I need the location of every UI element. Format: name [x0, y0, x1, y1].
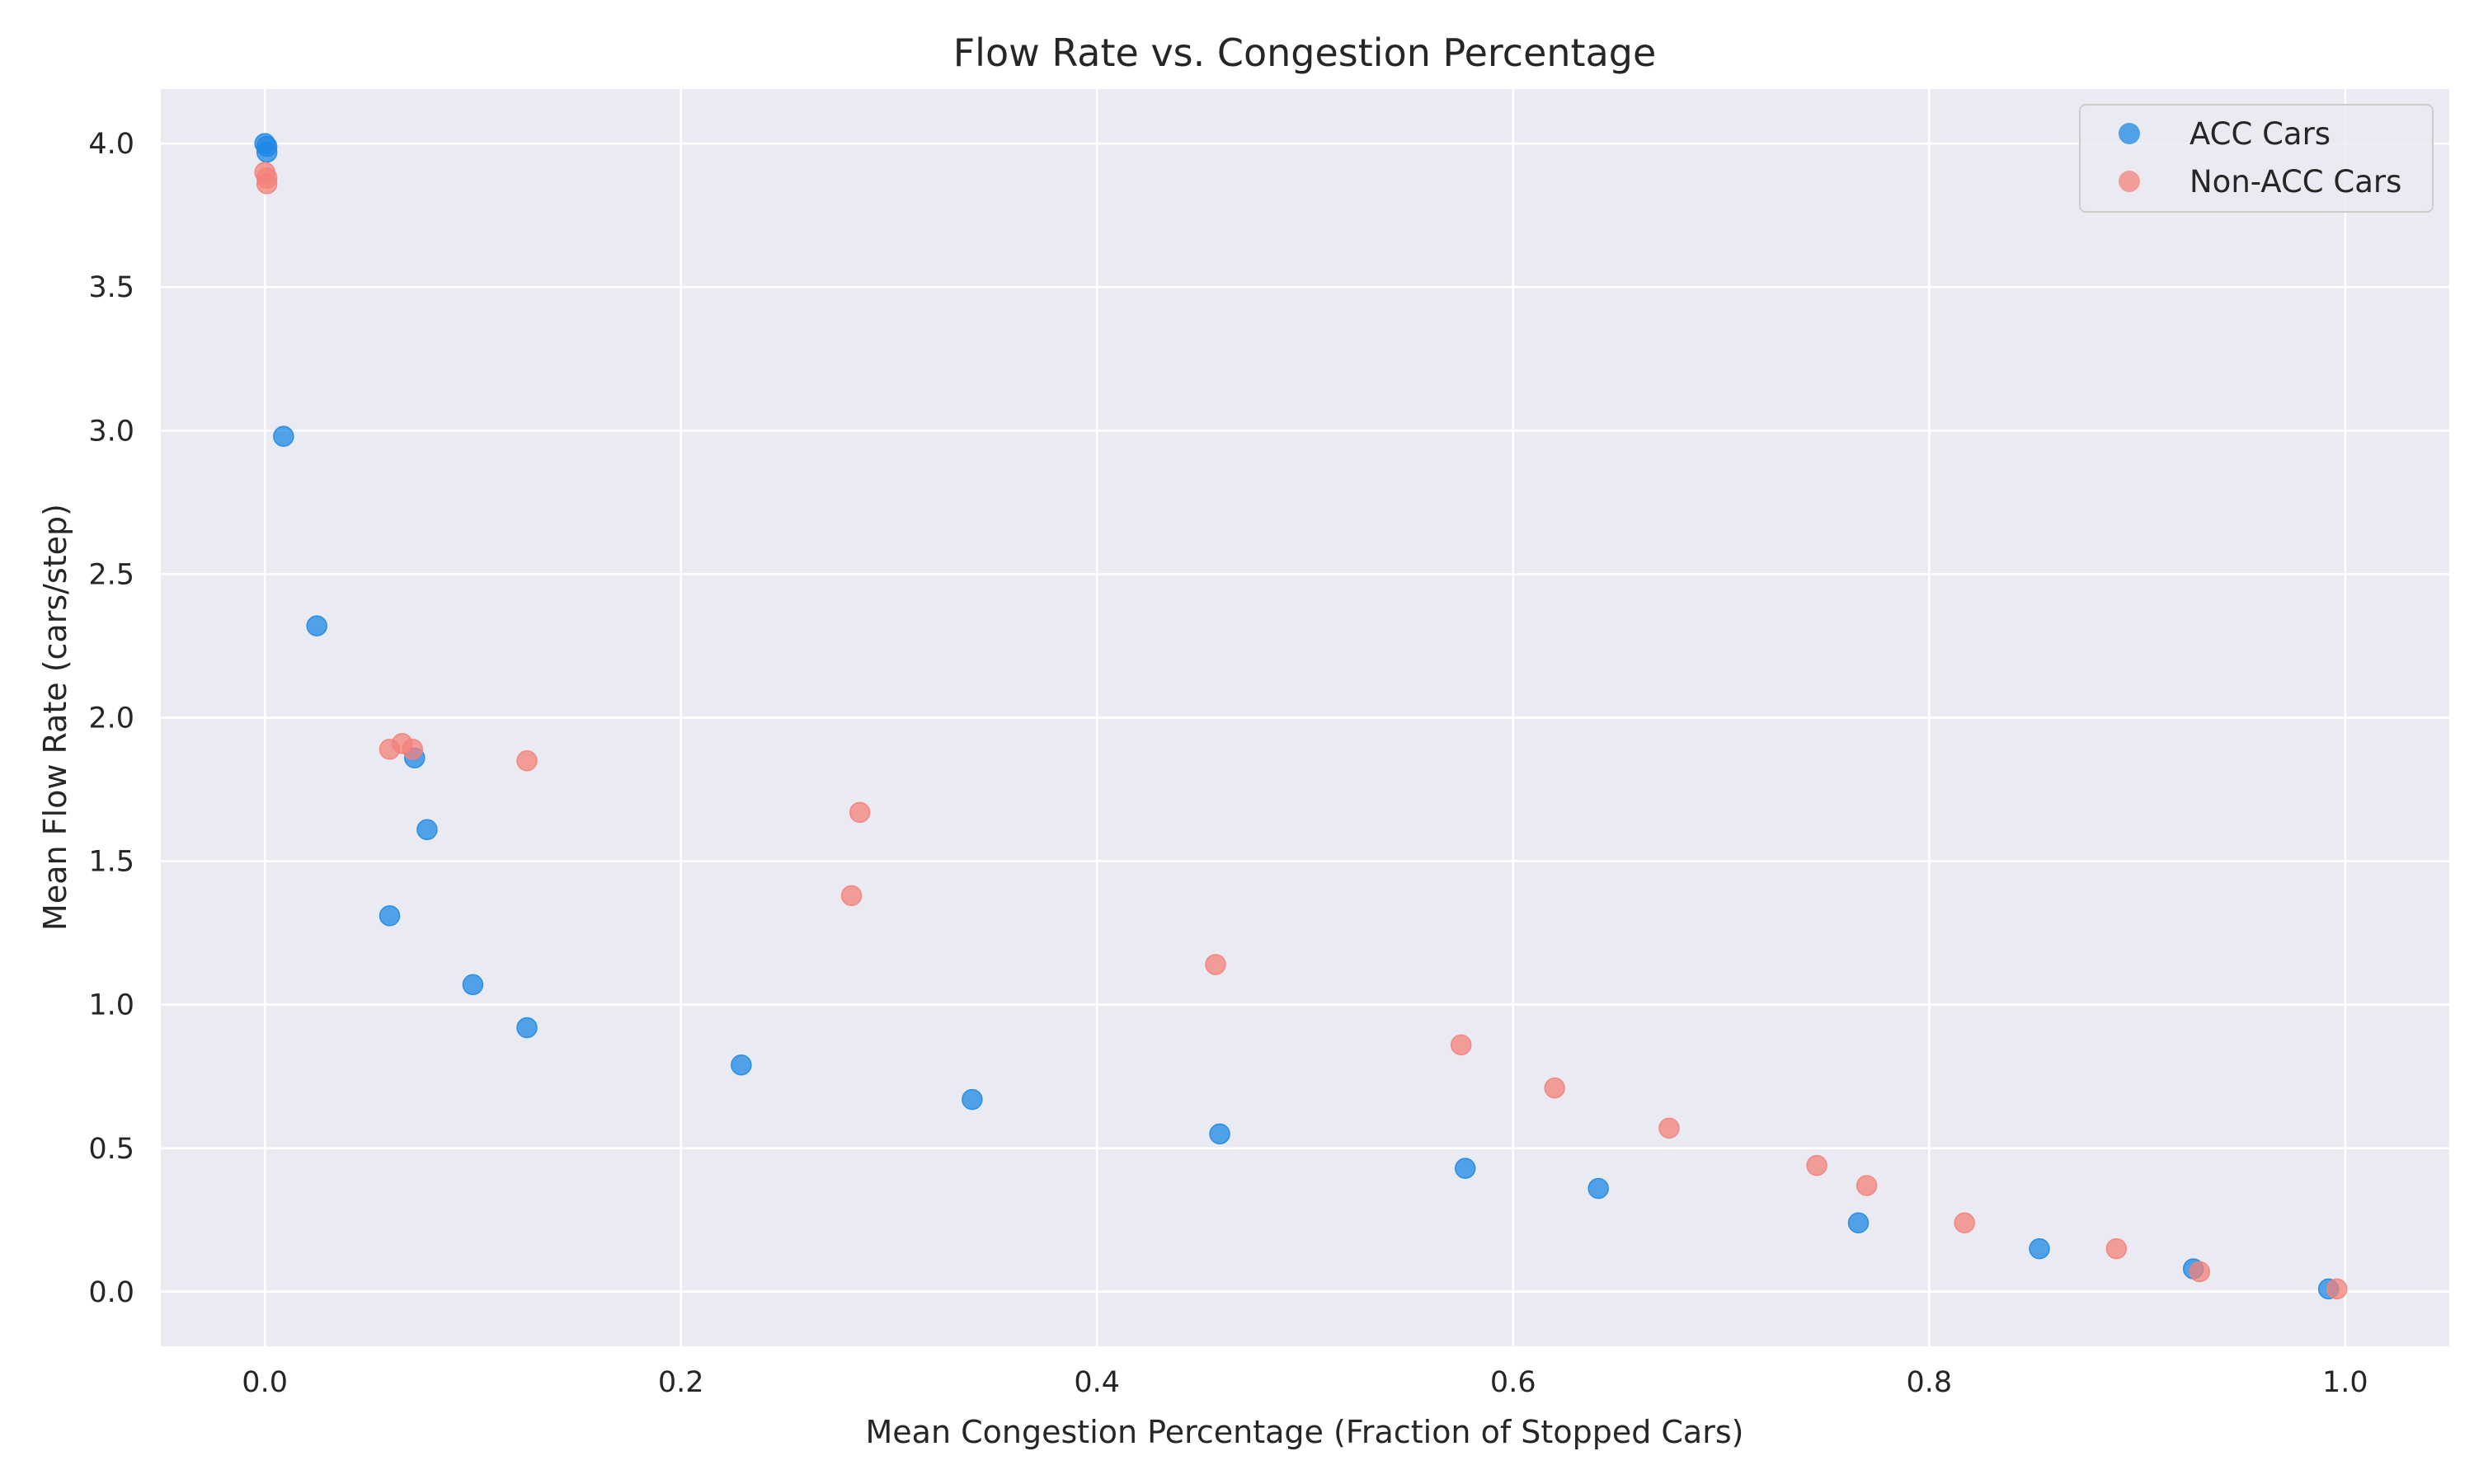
data-point	[849, 801, 871, 824]
data-points	[254, 133, 2348, 1300]
data-point	[256, 141, 278, 163]
series-non-acc-cars	[254, 162, 2348, 1300]
data-point	[2105, 1237, 2128, 1260]
x-tick-label: 0.4	[1074, 1366, 1120, 1399]
data-point	[306, 615, 327, 636]
data-point	[1209, 1123, 1230, 1145]
x-tick-label: 0.8	[1906, 1366, 1952, 1399]
chart-title: Flow Rate vs. Congestion Percentage	[953, 31, 1657, 75]
data-point	[1954, 1212, 1975, 1234]
y-tick-label: 0.0	[88, 1276, 134, 1309]
legend-box	[2079, 104, 2434, 213]
x-tick-label: 0.0	[242, 1366, 288, 1399]
y-tick-label: 2.0	[88, 702, 134, 735]
data-point	[962, 1088, 983, 1111]
data-point	[516, 1017, 538, 1039]
data-point	[402, 739, 423, 760]
y-tick-label: 3.0	[88, 415, 134, 448]
data-point	[2326, 1278, 2348, 1300]
y-tick-label: 1.0	[88, 989, 134, 1022]
y-tick-label: 4.0	[88, 128, 134, 161]
data-point	[1205, 954, 1226, 975]
legend: ACC Cars Non-ACC Cars	[2079, 104, 2434, 213]
x-tick-label: 0.2	[658, 1366, 704, 1399]
y-tick-label: 0.5	[88, 1133, 134, 1166]
data-point	[256, 173, 278, 195]
y-tick-label: 2.5	[88, 558, 134, 591]
data-point	[1847, 1212, 1870, 1234]
legend-marker-non-acc	[2119, 171, 2140, 192]
data-point	[1856, 1175, 1878, 1196]
legend-marker-acc	[2119, 123, 2140, 144]
legend-label-acc: ACC Cars	[2189, 116, 2331, 152]
x-tick-label: 0.6	[1490, 1366, 1536, 1399]
data-point	[416, 819, 438, 841]
data-point	[379, 904, 401, 927]
data-point	[1587, 1177, 1609, 1200]
data-point	[2029, 1237, 2050, 1260]
data-point	[462, 974, 484, 996]
y-axis-label: Mean Flow Rate (cars/step)	[37, 504, 73, 931]
data-point	[1455, 1158, 1476, 1179]
data-point	[1806, 1154, 1827, 1176]
data-point	[516, 749, 538, 772]
x-tick-label: 1.0	[2322, 1366, 2368, 1399]
grid	[161, 89, 2449, 1346]
data-point	[2189, 1261, 2211, 1283]
data-point	[273, 425, 294, 448]
data-point	[1450, 1034, 1472, 1056]
y-tick-label: 3.5	[88, 271, 134, 304]
x-axis-label: Mean Congestion Percentage (Fraction of …	[866, 1414, 1744, 1450]
data-point	[731, 1054, 752, 1076]
data-point	[1658, 1117, 1680, 1139]
legend-label-non-acc: Non-ACC Cars	[2189, 164, 2401, 200]
y-tick-label: 1.5	[88, 846, 134, 879]
data-point	[840, 885, 863, 907]
data-point	[1544, 1077, 1565, 1099]
tick-labels: 0.0 0.2 0.4 0.6 0.8 1.0 0.0 0.5 1.0 1.5 2.0 2.5 3.0 3…	[88, 128, 2368, 1399]
